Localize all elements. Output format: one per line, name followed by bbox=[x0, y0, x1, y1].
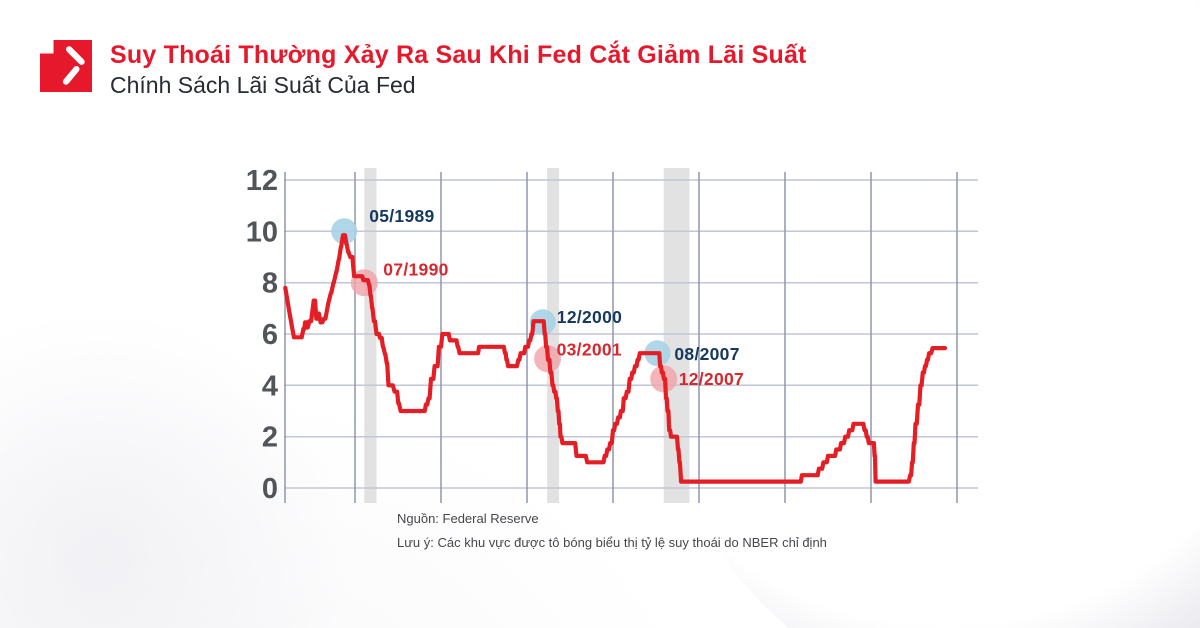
rate-peak-marker bbox=[331, 218, 358, 245]
fed-rate-chart: 12 10 8 6 4 2 0 05/1989 07/1990 12/2000 03/2001 08/… bbox=[246, 165, 978, 505]
annotation-cut-date-label: 03/2001 bbox=[557, 340, 622, 360]
annotation-cut-date-label: 12/2007 bbox=[679, 369, 744, 389]
fed-funds-rate-line bbox=[283, 233, 948, 484]
annotation-peak-date-label: 08/2007 bbox=[674, 344, 739, 364]
recession-band bbox=[547, 168, 560, 503]
y-axis-tick-label: 0 bbox=[262, 473, 278, 505]
annotation-peak-date-label: 05/1989 bbox=[369, 206, 434, 226]
y-axis-tick-label: 12 bbox=[246, 165, 278, 197]
y-axis-tick-label: 8 bbox=[262, 268, 278, 300]
recession-band bbox=[364, 168, 377, 503]
y-axis-tick-label: 6 bbox=[262, 319, 278, 351]
logo-square bbox=[40, 40, 92, 92]
logo-slash-top-icon bbox=[66, 46, 85, 65]
page-title: Suy Thoái Thường Xảy Ra Sau Khi Fed Cắt … bbox=[110, 41, 807, 69]
y-axis-tick-label: 4 bbox=[262, 370, 278, 402]
recession-band bbox=[663, 168, 690, 503]
page-subtitle: Chính Sách Lãi Suất Của Fed bbox=[110, 72, 416, 98]
header: Suy Thoái Thường Xảy Ra Sau Khi Fed Cắt … bbox=[40, 40, 807, 98]
source-note: Nguồn: Federal Reserve bbox=[397, 511, 539, 526]
annotation-cut-date-label: 07/1990 bbox=[383, 260, 448, 280]
y-axis-tick-label: 2 bbox=[262, 422, 278, 454]
title-block: Suy Thoái Thường Xảy Ra Sau Khi Fed Cắt … bbox=[110, 40, 807, 98]
brand-logo-icon bbox=[40, 40, 92, 92]
y-axis-tick-label: 10 bbox=[246, 216, 278, 248]
chart-notes: Nguồn: Federal Reserve Lưu ý: Các khu vự… bbox=[397, 507, 827, 555]
logo-slash-bottom-icon bbox=[62, 66, 80, 85]
annotation-peak-date-label: 12/2000 bbox=[557, 307, 622, 327]
shading-note: Lưu ý: Các khu vực được tô bóng biểu thị… bbox=[397, 535, 827, 550]
